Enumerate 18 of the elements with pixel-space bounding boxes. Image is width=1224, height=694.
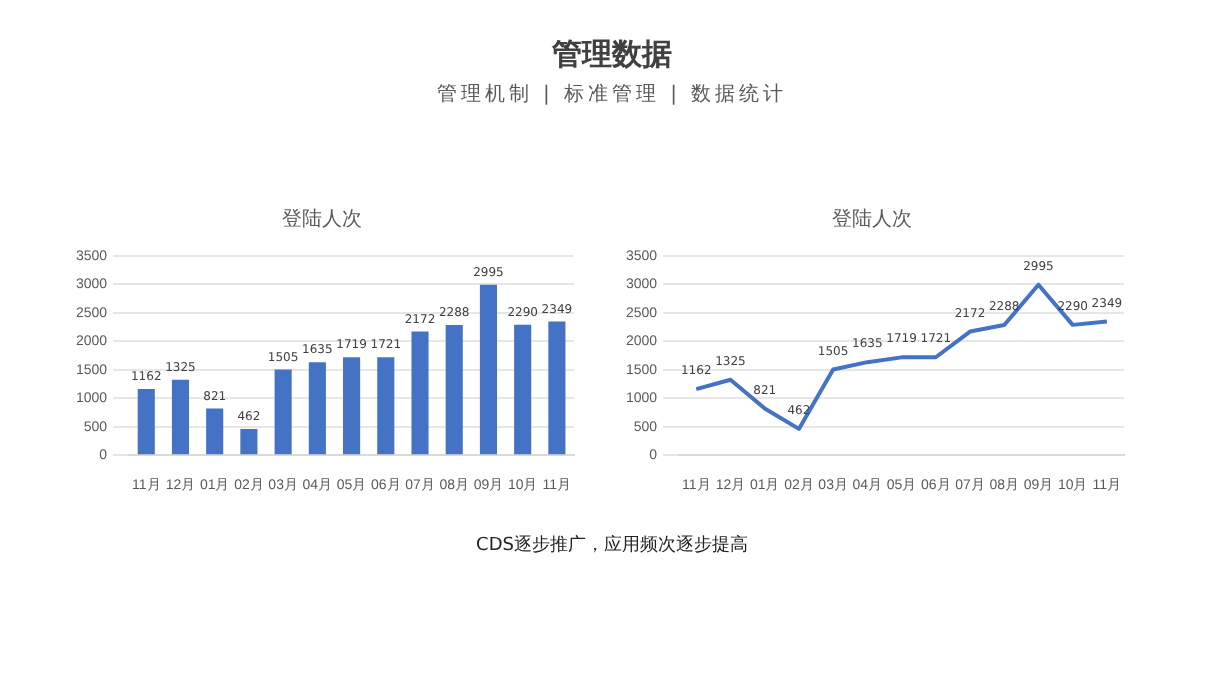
text: CDS逐步推广，应用频次逐步提高 <box>474 533 750 558</box>
chart-title: 登陆人次 <box>282 207 362 232</box>
bar <box>548 321 566 455</box>
bar <box>240 428 258 455</box>
bar <box>171 379 190 455</box>
bar <box>514 324 532 455</box>
chart-title: 登陆人次 <box>832 207 912 232</box>
bar <box>411 331 429 455</box>
text: 管理数据 <box>550 36 674 74</box>
bar <box>343 357 361 455</box>
text: 管理机制 | 标准管理 | 数据统计 <box>434 81 790 108</box>
bar <box>479 284 498 455</box>
bar <box>137 389 155 455</box>
bar <box>377 357 395 455</box>
bar <box>445 324 463 455</box>
bar <box>274 369 292 455</box>
bar <box>308 362 326 455</box>
bar <box>206 408 224 455</box>
